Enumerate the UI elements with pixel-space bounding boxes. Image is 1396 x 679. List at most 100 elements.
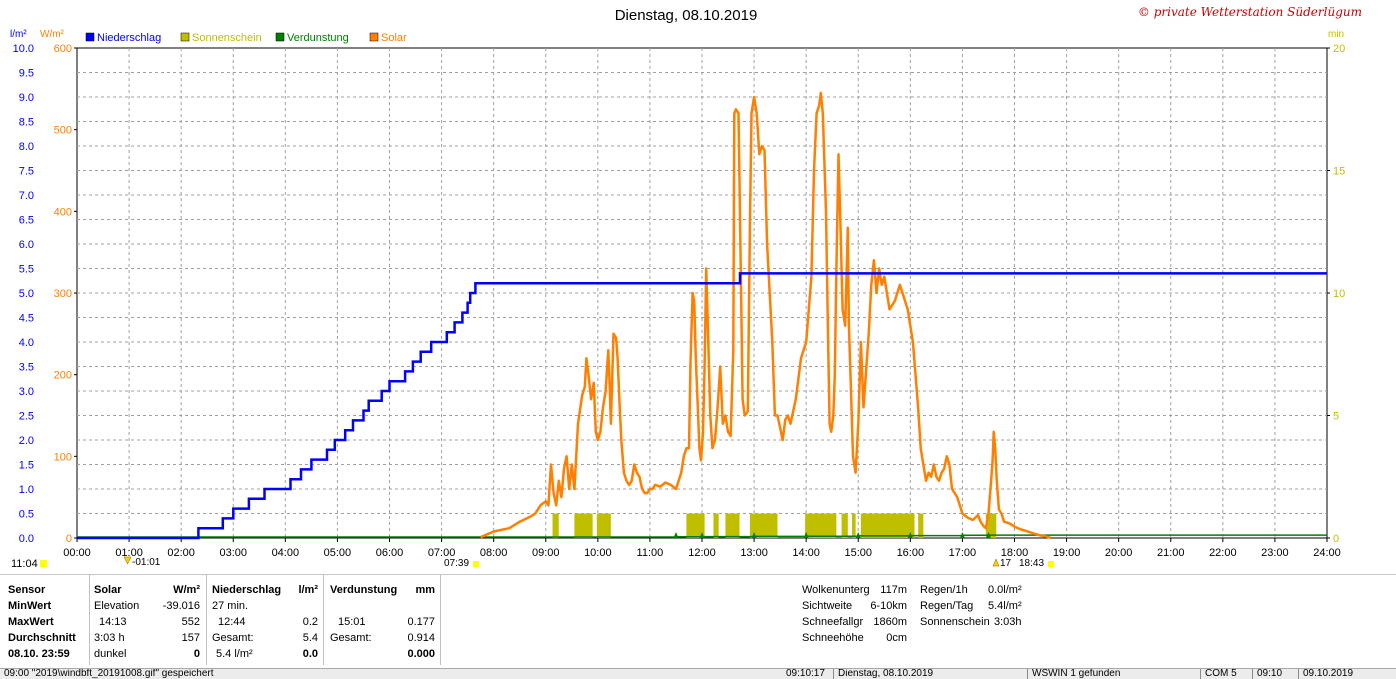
solar-tick-6: 0 [66, 533, 72, 545]
precipitation-series [77, 272, 1327, 540]
snowfall-level-value: 1860m [873, 616, 907, 628]
row-header-2: MaxWert [8, 616, 54, 628]
visibility-label: Sichtweite [802, 600, 853, 612]
status-day: 09.10.2019 [1303, 668, 1354, 679]
sunshine-bar-10 [860, 513, 915, 538]
precip-tick-2: 9.0 [19, 92, 34, 104]
rain-1h-value: 0.0l/m² [988, 584, 1022, 596]
sunshine-bar-7 [805, 513, 837, 538]
precip-tick-17: 1.5 [19, 460, 34, 472]
precip-row-0-label: 27 min. [212, 600, 249, 612]
precip-tick-4: 8.0 [19, 141, 34, 153]
x-tick-17: 17:00 [949, 547, 977, 559]
y-axis-precip: 10.0 9.5 9.0 8.5 8.0 7.5 7.0 6.5 6.0 5.5 5.0 4.5 4.0… [13, 43, 34, 545]
precip-row-2-value: 5.4 [302, 632, 318, 644]
precip-row-1-value: 0.2 [302, 616, 318, 628]
x-tick-1: 01:00 [115, 547, 143, 559]
precip-tick-13: 3.5 [19, 362, 34, 374]
evap-unit: mm [415, 584, 435, 596]
precip-tick-12: 4.0 [19, 337, 34, 349]
snow-depth-value: 0cm [886, 632, 907, 644]
y-axis-sunshine: 20 15 10 5 0 [1327, 43, 1345, 545]
solar-row-2-label: 3:03 h [94, 632, 125, 644]
x-tick-6: 06:00 [376, 547, 404, 559]
moonset-time: -01:01 [132, 557, 161, 568]
sunshine-bar-4 [713, 513, 719, 538]
x-tick-12: 12:00 [688, 547, 716, 559]
rain-1h-label: Regen/1h [920, 584, 968, 596]
precip-tick-3: 8.5 [19, 117, 34, 129]
right-unit: min [1328, 29, 1344, 40]
precip-tick-20: 0.0 [19, 533, 34, 545]
precip-tick-16: 2.0 [19, 435, 34, 447]
solar-tick-3: 300 [54, 288, 72, 300]
precip-row-3-value: 0.0 [302, 648, 318, 660]
cloud-base-value: 117m [880, 584, 907, 596]
evaporation-point-3 [803, 532, 809, 538]
snow-depth-label: Schneehöhe [802, 632, 864, 644]
evap-row-1-value: 0.177 [407, 616, 435, 628]
precip-tick-5: 7.5 [19, 166, 34, 178]
status-bar: 09:00 "2019\windbft_20191008.gif" gespei… [0, 668, 1396, 679]
x-tick-4: 04:00 [272, 547, 300, 559]
precip-tick-18: 1.0 [19, 484, 34, 496]
moonrise-time: 11:04 [11, 558, 38, 570]
legend-swatch-3 [369, 32, 379, 42]
solar-row-0-value: -39.016 [162, 600, 200, 612]
sunshine-tick-1: 15 [1333, 166, 1345, 178]
evaporation-line [77, 534, 1327, 538]
legend: Niederschlag Sonnenschein Verdunstung Solar [85, 32, 407, 44]
snowfall-level-label: Schneefallgr [802, 616, 864, 628]
rain-day-value: 5.4l/m² [988, 600, 1022, 612]
solar-line [480, 91, 1052, 540]
solar-tick-1: 500 [54, 125, 72, 137]
status-com: COM 5 [1205, 668, 1237, 679]
sunshine-bar-9 [852, 513, 856, 538]
status-date: Dienstag, 08.10.2019 [838, 668, 934, 679]
sunshine-bar-11 [918, 513, 924, 538]
moonrise-marker [40, 560, 47, 567]
x-tick-8: 08:00 [480, 547, 508, 559]
solar-tick-2: 400 [54, 206, 72, 218]
precip-row-3-label: 5.4 l/m² [216, 648, 253, 660]
weather-chart: Dienstag, 08.10.2019 © private Wettersta… [10, 5, 1362, 570]
x-tick-22: 22:00 [1209, 547, 1237, 559]
status-clock: 09:10 [1257, 668, 1283, 679]
x-tick-13: 13:00 [740, 547, 768, 559]
precip-tick-7: 6.5 [19, 215, 34, 227]
sunset-box [1048, 561, 1054, 567]
rain-day-label: Regen/Tag [920, 600, 974, 612]
sunshine-bar-8 [841, 513, 848, 538]
sunshine-bars [552, 513, 997, 538]
solar-title: Solar [94, 584, 122, 596]
evap-row-1-label: 15:01 [338, 616, 366, 628]
x-tick-24: 24:00 [1313, 547, 1341, 559]
time-markers: 11:04 -01:01 07:39 17 18:43 [11, 556, 1054, 570]
solar-row-3-value: 0 [193, 648, 200, 660]
sunshine-value: 3:03h [994, 616, 1022, 628]
legend-swatch-0 [85, 32, 95, 42]
evaporation-series [77, 532, 1327, 538]
legend-label-2: Verdunstung [287, 32, 349, 44]
moonset-marker [123, 556, 132, 565]
x-tick-2: 02:00 [167, 547, 195, 559]
row-header-0: Sensor [8, 584, 46, 596]
sunshine-tick-0: 20 [1333, 43, 1345, 55]
legend-label-0: Niederschlag [97, 32, 161, 44]
solar-row-1-label: 14:13 [99, 616, 127, 628]
status-message: 09:00 "2019\windbft_20191008.gif" gespei… [4, 668, 214, 679]
x-tick-10: 10:00 [584, 547, 612, 559]
evap-row-2-label: Gesamt: [330, 632, 372, 644]
grid [77, 48, 1327, 538]
sunrise-time: 07:39 [444, 558, 469, 569]
precip-tick-10: 5.0 [19, 288, 34, 300]
solar-tick-5: 100 [54, 451, 72, 463]
sunshine-bar-0 [552, 513, 559, 538]
sunshine-bar-2 [596, 513, 611, 538]
x-tick-20: 20:00 [1105, 547, 1133, 559]
evaporation-point-7 [985, 532, 991, 538]
evaporation-point-2 [751, 532, 757, 538]
evaporation-point-6 [959, 532, 965, 538]
sunshine-bar-1 [574, 513, 593, 538]
y-axis-solar: 600 500 400 300 200 100 0 [54, 43, 77, 545]
